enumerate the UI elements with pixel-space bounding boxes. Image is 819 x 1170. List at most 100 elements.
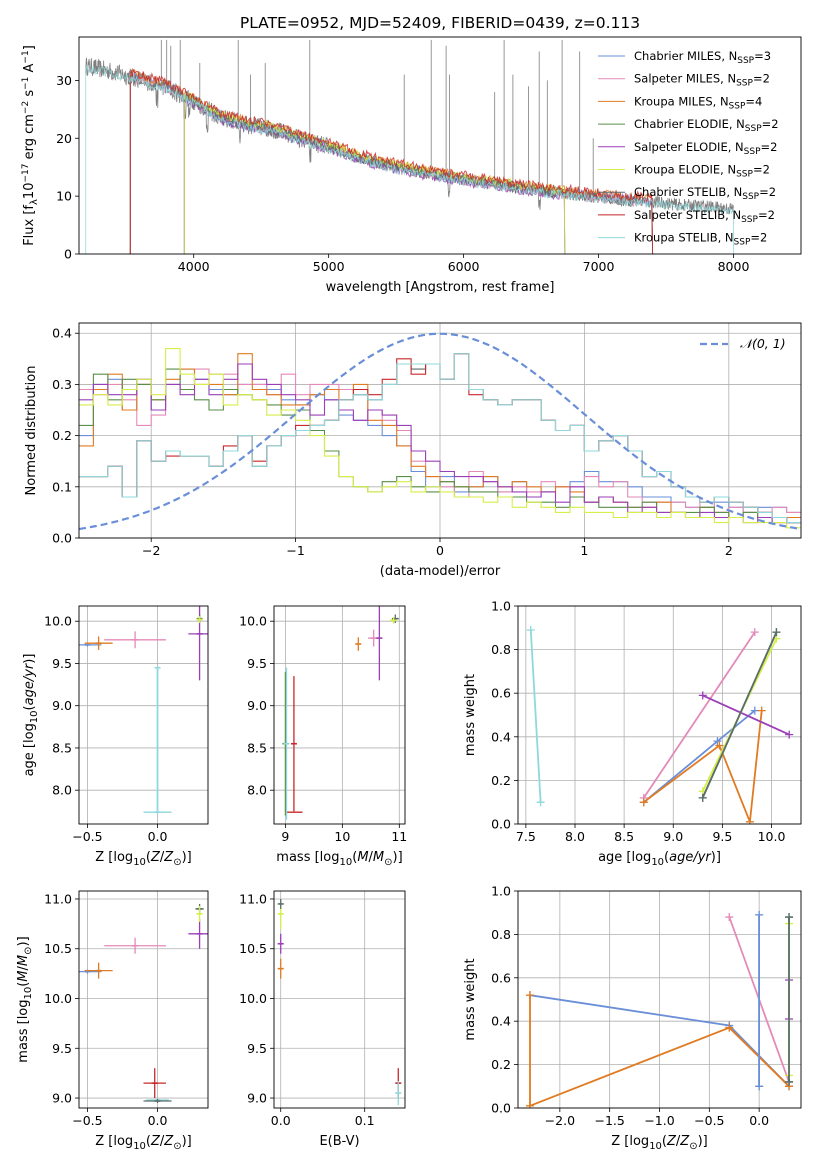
y-tick-label: 10.0 [239,614,267,629]
x-tick-label: 1 [580,543,588,558]
x-axis-label: Z [log10(Z/Z⊙)] [95,1134,192,1152]
plus-marker [750,706,759,715]
y-tick-label: 8.0 [247,783,267,798]
plot-area-age-Z [79,606,208,814]
legend-entry: Kroupa ELODIE, NSSP=2 [634,163,770,180]
spectrum-legend: Chabrier MILES, NSSP=3 Salpeter MILES, NS… [598,49,779,248]
plus-marker [785,1077,794,1086]
y-tick-label: 1.0 [491,599,511,614]
y-tick-label: 8.5 [52,740,72,755]
x-tick-label: 0.0 [148,829,168,844]
legend-entry: 𝒩(0, 1) [740,336,786,351]
y-tick-label: 30 [56,73,72,88]
y-tick-label: 1.0 [491,884,511,899]
legend-entry: Salpeter MILES, NSSP=2 [634,72,770,89]
x-tick-label: −2.0 [545,1113,575,1128]
y-tick-label: 8.5 [247,740,267,755]
plot-area-mass-Z [79,903,208,1104]
x-axis-label: Z [log10(Z/Z⊙)] [611,1134,708,1152]
x-tick-label: 5000 [313,259,345,274]
panel-residuals: −2 −1 0 1 2 0.0 0.1 0.2 0.3 0.4 (data-model)/error… [24,322,802,579]
model-line-salpeter-stelib [129,69,654,254]
x-tick-label: −0.5 [72,829,102,844]
plot-area-weight-Z [525,910,794,1108]
x-axis-label: wavelength [Angstrom, rest frame] [326,280,555,295]
y-tick-label: 10.5 [239,941,267,956]
plus-marker [698,691,707,700]
y-tick-label: 10.0 [44,991,72,1006]
x-tick-label: 0.0 [271,1113,291,1128]
y-tick-label: 9.5 [52,1041,72,1056]
y-tick-label: 0.4 [52,326,72,341]
y-axis-label: mass [log10(M/M⊙)] [16,936,34,1062]
y-tick-label: 20 [56,131,72,146]
x-tick-label: 2 [725,543,733,558]
x-tick-label: 9.5 [712,829,732,844]
plus-marker [755,910,764,919]
weight-line-chabrier-stelib [701,631,778,799]
y-axis-label: Flux [fλ10−17 erg cm−2 s−1 A−1] [21,45,40,246]
x-tick-label: 4000 [178,259,210,274]
y-tick-label: 0.6 [491,686,511,701]
legend-entry: Chabrier MILES, NSSP=3 [634,49,771,66]
y-axis-label: Normed distribution [24,366,39,496]
axes-frame [78,605,209,825]
plus-marker [785,913,794,922]
x-tick-label: 7000 [583,259,615,274]
plus-marker [698,793,707,802]
x-tick-label: 10 [334,829,350,844]
y-tick-label: 10.5 [44,941,72,956]
plus-marker [715,741,724,750]
legend-entry: Kroupa STELIB, NSSP=2 [634,231,767,248]
y-axis-label: mass weight [463,674,478,756]
plus-marker [725,913,734,922]
x-axis-label: E(B-V) [319,1134,359,1149]
y-tick-label: 9.5 [247,656,267,671]
y-tick-label: 11.0 [239,891,267,906]
x-tick-label: −1.0 [644,1113,674,1128]
plot-area-weight-age [526,625,794,824]
plus-marker [745,817,754,824]
axes-frame [273,605,406,825]
weight-line-salpeter-elodie [702,694,790,736]
x-tick-label: 8.5 [614,829,634,844]
x-axis-label: Z [log10(Z/Z⊙)] [95,850,192,868]
y-tick-label: 0.6 [491,970,511,985]
plus-marker [725,1023,734,1032]
x-tick-label: 7.5 [516,829,536,844]
y-tick-label: 0 [64,247,72,262]
plus-marker [750,628,759,637]
y-axis-label: age [log10(age/yr)] [22,654,40,777]
y-tick-label: 9.0 [247,698,267,713]
legend-entry: Salpeter ELODIE, NSSP=2 [634,140,777,157]
x-tick-label: 0.1 [355,1113,375,1128]
x-tick-label: −0.5 [72,1113,102,1128]
panel-weight-age: 7.5 8.0 8.5 9.0 9.5 10.0 0.0 0.2 0.4 0.6 0.8 1.0 mas… [463,599,802,868]
y-tick-label: 9.5 [247,1041,267,1056]
x-tick-label: 6000 [448,259,480,274]
panel-weight-Z: −2.0 −1.5 −1.0 −0.5 0.0 0.0 0.2 0.4 0.6 0.8 1.0 mas… [463,884,802,1152]
x-tick-label: −1.5 [594,1113,624,1128]
plot-area-residuals [79,332,801,531]
y-tick-label: 0.8 [491,927,511,942]
plus-marker [713,737,722,746]
weight-line-kroupa-stelib [529,629,542,803]
panel-mass-EBV: 0.0 0.1 9.0 9.5 10.0 10.5 11.0 E(B-V) [239,890,406,1149]
legend-entry: Chabrier ELODIE, NSSP=2 [634,117,779,134]
y-tick-label: 0.0 [52,531,72,546]
hist-kroupa-stelib [79,353,801,524]
plus-marker [639,798,648,807]
x-axis-label: mass [log10(M/M⊙)] [276,850,402,868]
weight-line-salpeter-miles [643,631,756,799]
plus-marker [757,706,766,715]
y-tick-label: 9.5 [52,656,72,671]
y-tick-label: 0.1 [52,479,72,494]
x-tick-label: 0 [436,543,444,558]
plus-marker [536,798,545,807]
x-axis-label: (data-model)/error [380,564,501,579]
axes-frame [78,890,209,1109]
plus-marker [755,1082,764,1091]
x-tick-label: 11 [391,829,407,844]
y-tick-label: 10.0 [44,614,72,629]
